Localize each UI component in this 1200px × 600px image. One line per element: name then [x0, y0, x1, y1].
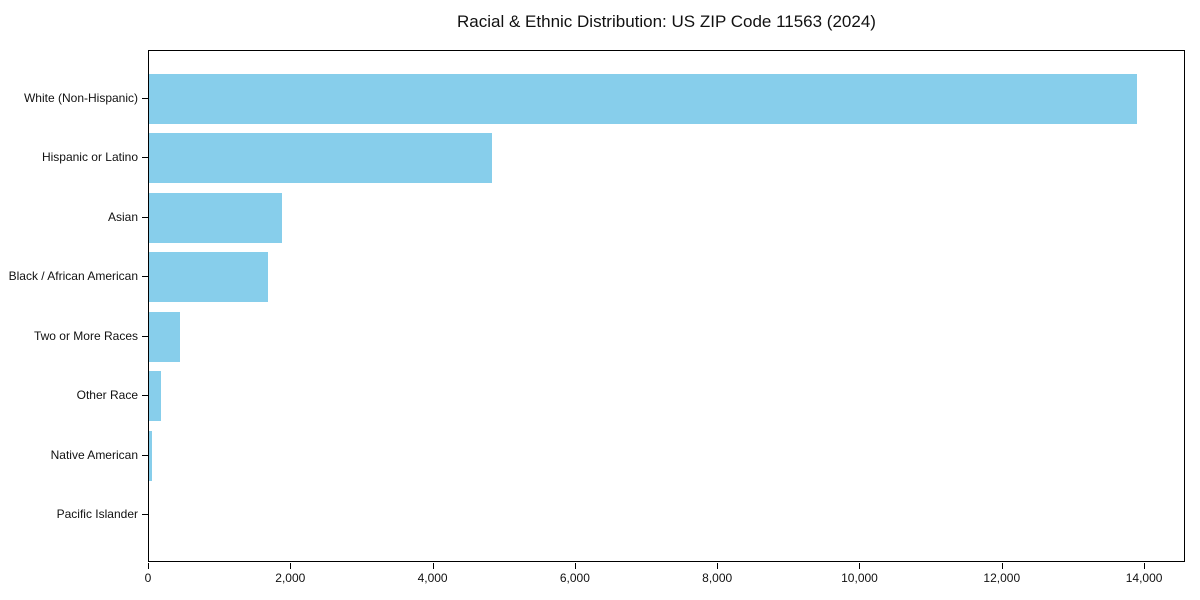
- x-tick-mark: [290, 563, 292, 569]
- x-tick-mark: [432, 563, 434, 569]
- bar: [149, 430, 152, 481]
- chart-title: Racial & Ethnic Distribution: US ZIP Cod…: [457, 12, 876, 31]
- y-tick-label: Two or More Races: [33, 328, 138, 343]
- y-tick-mark: [142, 157, 148, 159]
- bar: [149, 252, 268, 303]
- y-tick-mark: [142, 454, 148, 456]
- y-tick-mark: [142, 395, 148, 397]
- x-tick-label: 4,000: [417, 571, 448, 585]
- x-tick-mark: [1144, 563, 1146, 569]
- y-tick-label: Hispanic or Latino: [41, 150, 138, 165]
- y-tick-label: Native American: [50, 447, 138, 462]
- y-tick-mark: [142, 514, 148, 515]
- x-tick-mark: [574, 563, 576, 569]
- x-tick-label: 6,000: [559, 571, 590, 585]
- x-tick-label: 2,000: [275, 571, 306, 585]
- x-tick-label: 14,000: [1125, 571, 1163, 585]
- bar: [149, 371, 162, 422]
- x-tick-label: 10,000: [841, 571, 878, 585]
- y-tick-label: White (Non-Hispanic): [23, 91, 138, 105]
- y-tick-label: Asian: [107, 209, 138, 224]
- y-tick-mark: [142, 98, 148, 99]
- y-tick-label: Pacific Islander: [56, 507, 138, 521]
- x-tick-mark: [717, 563, 719, 569]
- bar: [149, 192, 283, 243]
- bar: [149, 133, 492, 184]
- y-tick-mark: [142, 216, 148, 218]
- x-tick-mark: [1001, 563, 1003, 569]
- bar: [149, 311, 180, 362]
- x-tick-label: 0: [144, 571, 152, 585]
- plot-area: [148, 50, 1185, 562]
- x-tick-mark: [148, 563, 149, 569]
- y-tick-mark: [142, 335, 148, 337]
- x-tick-label: 8,000: [702, 571, 733, 585]
- y-tick-mark: [142, 276, 148, 278]
- bar: [149, 74, 1137, 124]
- y-tick-label: Black / African American: [8, 269, 138, 284]
- x-tick-mark: [859, 563, 861, 569]
- x-tick-label: 12,000: [983, 571, 1021, 585]
- y-tick-label: Other Race: [76, 388, 138, 403]
